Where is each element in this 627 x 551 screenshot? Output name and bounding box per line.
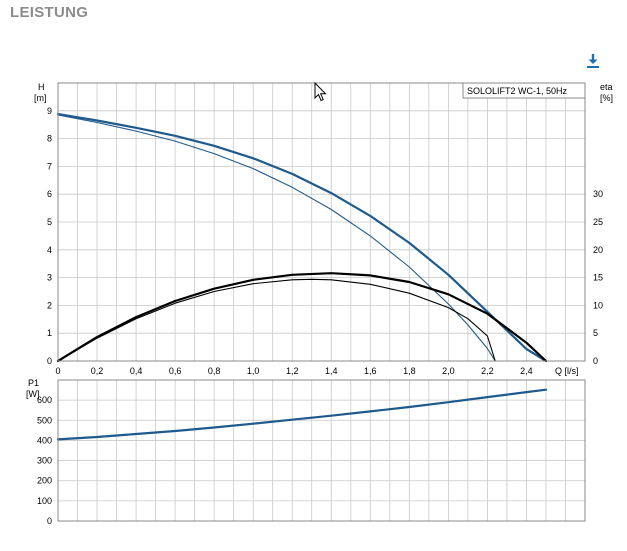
top-chart-curves <box>56 112 548 363</box>
bottom-chart-axes: 0 100 200 300 400 500 600 P1[W] <box>26 378 586 526</box>
y-tick-label: 4 <box>47 245 52 255</box>
y-tick-label: 9 <box>47 106 52 116</box>
section-title: LEISTUNG <box>10 4 89 21</box>
p1-tick-label: 100 <box>37 496 52 506</box>
bottom-chart-frame <box>57 379 586 522</box>
y-tick-label: 8 <box>47 134 52 144</box>
y2-tick-label: 30 <box>593 189 603 199</box>
x-tick-label: 2,4 <box>520 366 533 376</box>
x-tick-label: 0,2 <box>91 366 104 376</box>
x-tick-label: 1,2 <box>286 366 299 376</box>
y2-tick-label: 25 <box>593 217 603 227</box>
y-tick-label: 2 <box>47 300 52 310</box>
legend-box <box>462 82 586 99</box>
y-tick-label: 0 <box>47 356 52 366</box>
x-tick-label: 0,4 <box>130 366 143 376</box>
series-line-3 <box>56 272 548 363</box>
legend-text: SOLOLIFT2 WC-1, 50Hz <box>467 86 568 96</box>
series-line-1 <box>56 112 548 363</box>
p1-tick-label: 600 <box>37 395 52 405</box>
x-tick-label: 0,6 <box>169 366 182 376</box>
top-chart-grid <box>58 82 585 361</box>
p1-tick-label: 400 <box>37 435 52 445</box>
y2-tick-label: 15 <box>593 273 603 283</box>
y2-axis-unit: [%] <box>600 93 613 103</box>
series-line-4 <box>57 278 496 362</box>
y2-axis-label: eta <box>600 82 613 92</box>
x-tick-label: 1,0 <box>247 366 260 376</box>
x-tick-label: 1,8 <box>403 366 416 376</box>
p1-axis-unit: [W] <box>26 389 40 399</box>
y-axis-label: H <box>38 82 45 92</box>
bottom-chart-curves <box>56 388 548 441</box>
y-tick-label: 7 <box>47 161 52 171</box>
p1-tick-label: 300 <box>37 456 52 466</box>
p1-tick-label: 0 <box>47 516 52 526</box>
bottom-chart-grid <box>58 379 585 521</box>
power-series-line-1 <box>56 388 548 441</box>
x-tick-label: 0 <box>55 366 60 376</box>
y-axis-unit: [m] <box>34 93 47 103</box>
y2-tick-label: 20 <box>593 245 603 255</box>
y-tick-label: 3 <box>47 273 52 283</box>
top-chart-axes: 0 1 2 3 4 5 6 7 8 9 0 5 10 15 20 25 30 0 0,2 0,4 0,6 0,8 1,0 1,… <box>34 82 613 376</box>
x-tick-label: 2,0 <box>442 366 455 376</box>
p1-tick-label: 200 <box>37 476 52 486</box>
x-tick-label: 1,4 <box>325 366 338 376</box>
y2-tick-label: 0 <box>593 356 598 366</box>
y2-tick-label: 5 <box>593 328 598 338</box>
p1-tick-label: 500 <box>37 415 52 425</box>
y-tick-label: 6 <box>47 189 52 199</box>
x-tick-label: 0,8 <box>208 366 221 376</box>
legend: SOLOLIFT2 WC-1, 50Hz <box>462 82 586 99</box>
series-line-2 <box>57 114 496 362</box>
x-tick-label: 1,6 <box>364 366 377 376</box>
x-axis-label: Q [l/s] <box>555 366 579 376</box>
y2-tick-label: 10 <box>593 300 603 310</box>
download-icon[interactable] <box>584 52 602 70</box>
x-tick-label: 2,2 <box>481 366 494 376</box>
p1-axis-label: P1 <box>28 378 39 388</box>
y-tick-label: 1 <box>47 328 52 338</box>
y-tick-label: 5 <box>47 217 52 227</box>
